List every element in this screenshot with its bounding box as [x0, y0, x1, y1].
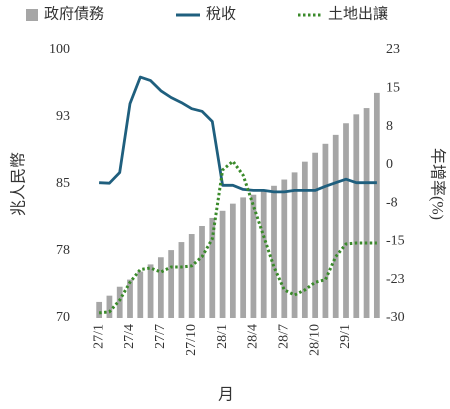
bar — [322, 143, 329, 318]
bar — [250, 194, 257, 318]
bar — [219, 210, 226, 318]
y-tick-label: 100 — [49, 42, 70, 57]
bar — [353, 114, 360, 318]
x-tick-label: 28/7 — [277, 324, 292, 349]
y2-tick-label: 8 — [386, 119, 393, 134]
x-tick-label: 27/10 — [184, 324, 199, 356]
bar — [188, 234, 195, 318]
bar — [271, 185, 277, 318]
bar — [301, 161, 308, 318]
y2-tick-label: -23 — [386, 272, 405, 287]
x-tick-label: 28/4 — [246, 324, 261, 349]
bar — [363, 108, 370, 318]
line — [98, 159, 377, 315]
bar — [260, 191, 267, 318]
x-tick-label: 27/1 — [91, 324, 106, 349]
bar — [373, 92, 380, 318]
y-axis-label: 兆人民幣 — [10, 152, 28, 216]
x-axis-label: 月 — [218, 387, 234, 404]
bar — [137, 271, 144, 318]
bar — [116, 286, 123, 318]
y2-tick-label: -8 — [386, 195, 398, 210]
bar — [332, 134, 339, 318]
bar — [229, 203, 236, 318]
bar — [240, 197, 247, 318]
y2-axis-label: 年增率(%) — [428, 148, 446, 220]
legend-label: 稅收 — [206, 5, 236, 22]
bar — [96, 301, 103, 318]
bar — [343, 123, 349, 319]
y2-tick-label: 23 — [386, 42, 400, 57]
legend-swatch — [26, 9, 38, 21]
bar — [157, 257, 164, 318]
y-tick-label: 85 — [56, 176, 70, 191]
x-tick-label: 28/10 — [307, 324, 322, 356]
bar — [291, 172, 298, 318]
x-tick-label: 27/7 — [153, 324, 168, 349]
bar — [199, 225, 205, 318]
x-tick-label: 27/4 — [122, 324, 137, 349]
bar — [127, 279, 133, 318]
y2-tick-label: 0 — [386, 157, 393, 172]
y-tick-label: 93 — [56, 109, 70, 124]
bar — [168, 250, 175, 318]
line — [99, 75, 377, 194]
bar — [312, 152, 319, 318]
bar — [209, 217, 216, 318]
x-tick-label: 29/1 — [338, 324, 353, 349]
legend-label: 政府債務 — [44, 5, 104, 22]
bar — [281, 179, 288, 318]
bar — [178, 242, 185, 318]
bar — [147, 264, 154, 318]
x-tick-label: 28/1 — [215, 324, 230, 349]
y-tick-label: 70 — [56, 310, 70, 325]
y-tick-label: 78 — [56, 243, 70, 258]
legend: 政府債務 稅收 土地出讓 — [26, 4, 388, 22]
y2-tick-label: -15 — [386, 234, 405, 249]
y2-tick-label: -30 — [386, 310, 405, 325]
legend-label: 土地出讓 — [328, 4, 388, 22]
y2-tick-label: 15 — [386, 81, 400, 96]
bar — [106, 295, 113, 318]
